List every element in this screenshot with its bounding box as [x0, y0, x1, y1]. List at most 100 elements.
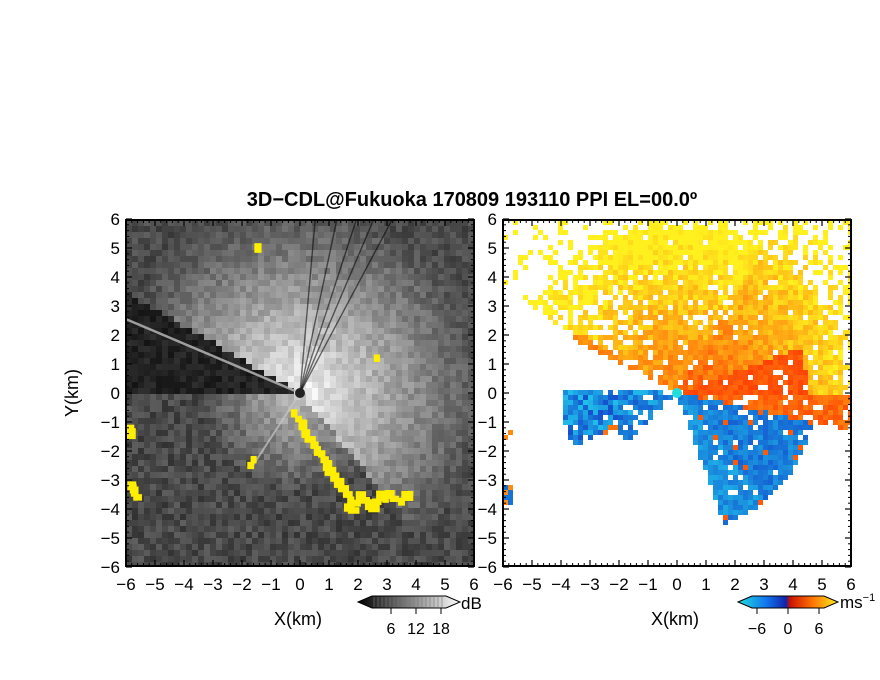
velocity-cell	[693, 265, 698, 270]
velocity-cell	[548, 295, 553, 300]
snr-cell	[318, 544, 324, 550]
velocity-cell	[823, 250, 828, 255]
snr-spoke	[126, 317, 301, 395]
snr-cell	[144, 538, 150, 544]
rain-mask-cell	[298, 419, 308, 431]
snr-cell	[378, 394, 384, 400]
snr-cell	[306, 556, 312, 562]
snr-cell	[426, 364, 432, 370]
velocity-cell	[578, 275, 583, 280]
snr-cell	[360, 526, 366, 532]
snr-cell	[150, 556, 156, 562]
snr-cell	[300, 550, 306, 556]
rain-mask-cell	[322, 460, 333, 471]
snr-cell	[204, 304, 210, 310]
snr-cell	[390, 466, 396, 472]
velocity-cell	[798, 315, 803, 320]
velocity-cell	[703, 255, 708, 260]
snr-cell	[234, 556, 240, 562]
velocity-cell	[613, 310, 618, 315]
snr-cell	[234, 238, 240, 244]
snr-cell	[426, 232, 432, 238]
snr-cell	[228, 244, 234, 250]
velocity-cell	[548, 285, 553, 290]
snr-cell	[258, 514, 264, 520]
snr-cell	[156, 388, 162, 394]
snr-cell	[168, 556, 174, 562]
snr-cell	[468, 388, 474, 394]
snr-cell	[390, 472, 396, 478]
snr-cell	[336, 466, 342, 472]
velocity-cell	[688, 250, 693, 255]
snr-cell	[372, 382, 378, 388]
velocity-cell	[718, 335, 723, 340]
snr-cell	[210, 520, 216, 526]
velocity-cell	[793, 355, 798, 360]
velocity-cell	[653, 315, 658, 320]
snr-cell	[276, 514, 282, 520]
velocity-cell	[558, 315, 563, 320]
velocity-cell	[588, 265, 593, 270]
velocity-cell	[668, 340, 673, 345]
velocity-cell	[643, 350, 648, 355]
snr-cell	[144, 514, 150, 520]
snr-cell	[270, 538, 276, 544]
velocity-cell	[533, 235, 538, 240]
snr-cell	[300, 562, 306, 566]
snr-cell	[162, 496, 168, 502]
velocity-cell	[618, 285, 623, 290]
snr-cell	[204, 370, 210, 376]
snr-cell	[384, 544, 390, 550]
snr-cell	[408, 550, 414, 556]
snr-cell	[144, 466, 150, 472]
velocity-cell	[648, 265, 653, 270]
x-tick-label: −2	[232, 575, 251, 594]
snr-cell	[408, 478, 414, 484]
snr-cell	[174, 406, 180, 412]
velocity-cell	[683, 325, 688, 330]
snr-cell	[450, 472, 456, 478]
snr-cell	[216, 538, 222, 544]
velocity-cell	[643, 240, 648, 245]
snr-cell	[420, 286, 426, 292]
snr-cell	[456, 358, 462, 364]
snr-cell	[390, 460, 396, 466]
snr-cell	[300, 250, 306, 256]
snr-cell	[180, 244, 186, 250]
y-tick-label: 5	[111, 239, 120, 258]
snr-cell	[450, 508, 456, 514]
velocity-cell	[658, 320, 663, 325]
snr-cell	[270, 280, 276, 286]
snr-cell	[210, 322, 216, 328]
snr-cell	[324, 424, 330, 430]
snr-cell	[330, 538, 336, 544]
snr-cell	[402, 394, 408, 400]
velocity-cell	[808, 335, 813, 340]
snr-cell	[390, 358, 396, 364]
snr-cell	[144, 298, 150, 304]
snr-cell	[396, 244, 402, 250]
snr-cell	[234, 232, 240, 238]
velocity-cell	[568, 320, 573, 325]
velocity-cell	[688, 285, 693, 290]
snr-cell	[294, 250, 300, 256]
snr-cell	[312, 520, 318, 526]
snr-cell	[276, 406, 282, 412]
snr-cell	[162, 520, 168, 526]
velocity-cell	[768, 330, 773, 335]
snr-cell	[348, 328, 354, 334]
velocity-cell	[733, 235, 738, 240]
snr-cell	[150, 304, 156, 310]
snr-cell	[438, 448, 444, 454]
snr-cell	[252, 532, 258, 538]
snr-cell	[318, 400, 324, 406]
rain-mask-cell	[126, 424, 135, 431]
velocity-cell	[803, 290, 808, 295]
snr-cell	[384, 430, 390, 436]
snr-cell	[282, 526, 288, 532]
snr-cell	[444, 352, 450, 358]
snr-cell	[456, 328, 462, 334]
snr-cell	[342, 424, 348, 430]
snr-cell	[336, 508, 342, 514]
snr-cell	[330, 322, 336, 328]
